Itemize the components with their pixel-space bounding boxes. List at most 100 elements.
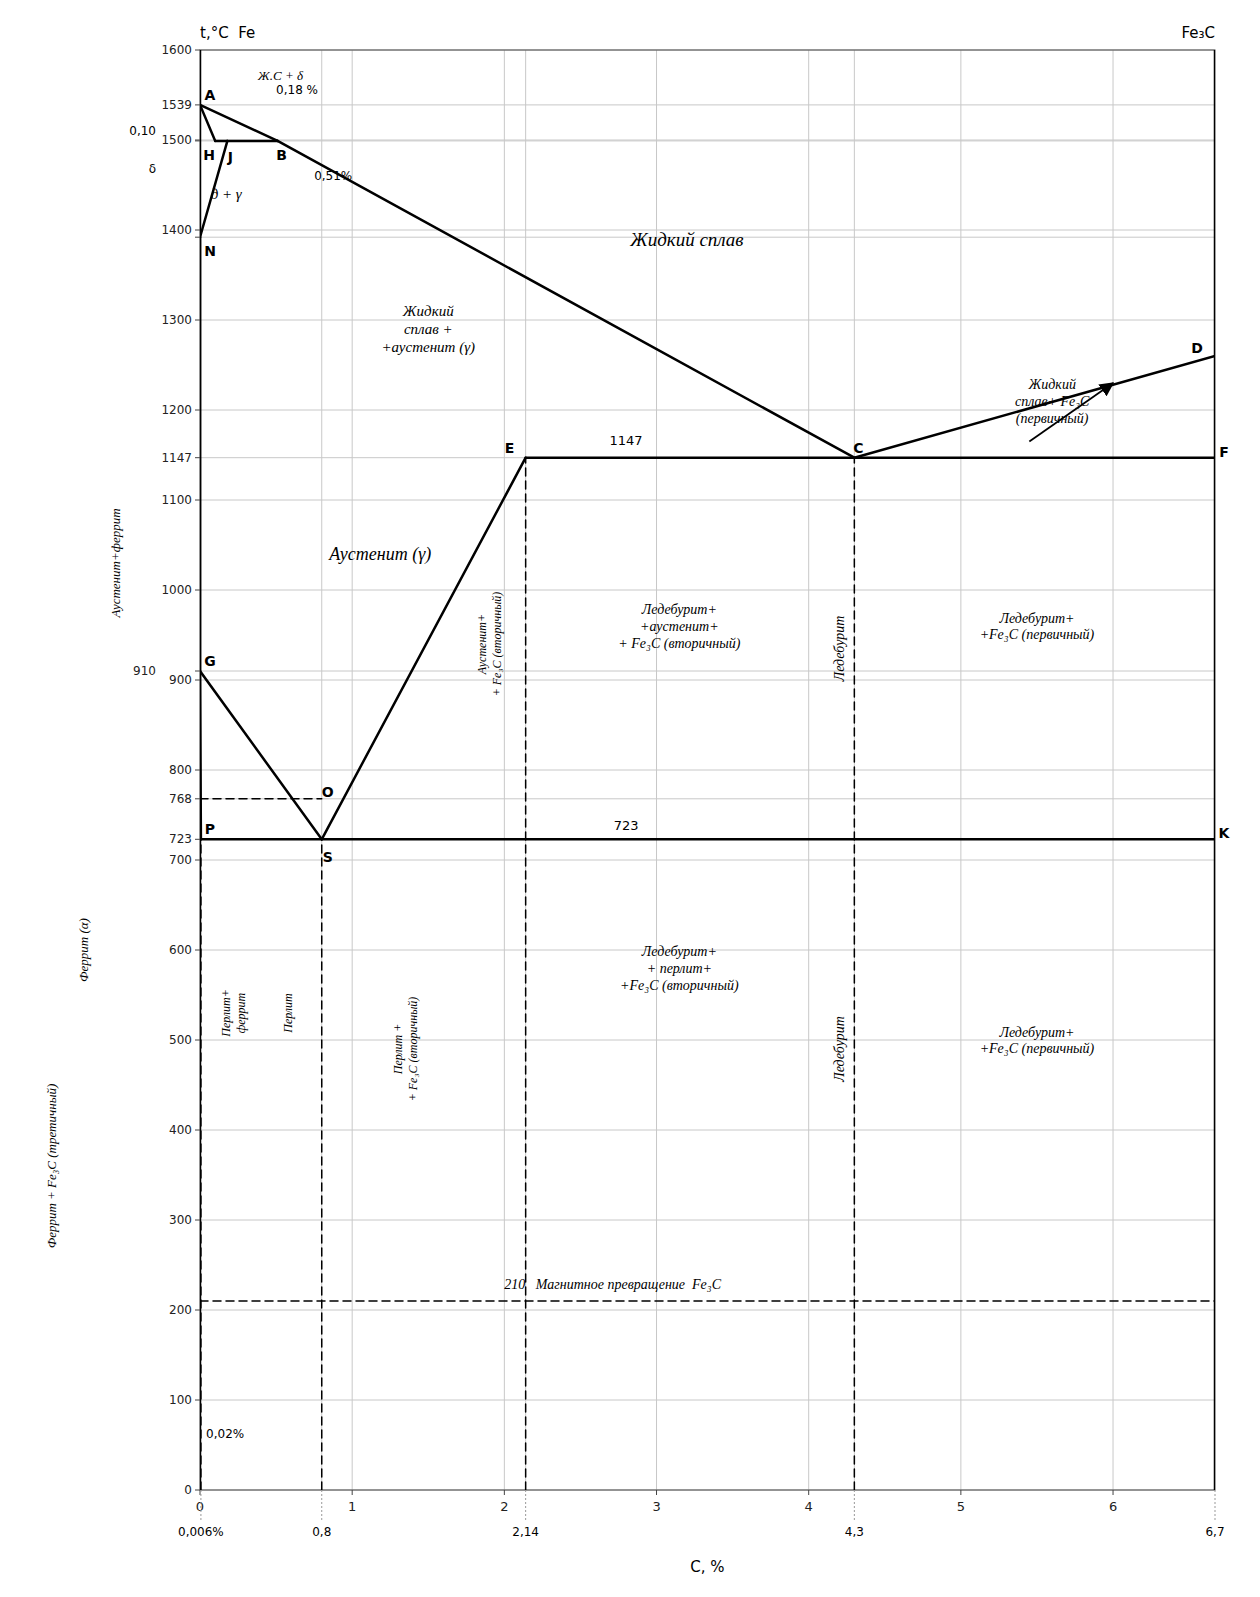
area-label: Ледебурит++Fe₃C (первичный) [980,611,1095,644]
area-label: 210 Магнитное превращение Fe₃C [504,1277,721,1292]
y-tick-label: 723 [169,832,192,846]
grid-line-x [525,50,526,1490]
text-line: Ледебурит+ [641,602,717,617]
boundary-line [322,458,526,840]
y-tick [195,1490,200,1491]
point-label: C [853,440,863,456]
point-label: G [204,653,216,669]
y-tick-label: 800 [169,763,192,777]
text-line: 210 Магнитное превращение Fe₃C [504,1277,721,1292]
area-label: 723 [614,818,639,833]
grid-line-y [200,839,1215,840]
area-label: 0,51% [314,169,352,183]
x-tick-label: 4 [805,1499,813,1514]
area-label: Ледебурит [832,1016,847,1083]
x-value-tick [1215,1490,1216,1522]
area-label: 0,18 % [276,83,318,97]
area-label: Аустенит++ Fe₃C (вторичный) [475,592,503,697]
y-tick [195,770,200,771]
y-tick [195,1130,200,1131]
x-tick-label: 0 [196,1499,204,1514]
y-tick [195,680,200,681]
x-value-label: 6,7 [1205,1525,1224,1539]
boundary-line [215,140,277,143]
point-label: S [323,849,333,865]
x-tick [352,1490,353,1495]
boundary-line [854,356,1215,458]
x-value-tick [854,1490,855,1522]
area-label: Жидкий сплав [629,229,743,250]
text-line: +аустенит+ [640,619,719,634]
text-line: Ледебурит [832,1016,847,1083]
dashed-line [200,839,202,1490]
area-label: Ж.С + δ [257,68,304,83]
area-label: Жидкийсплав ++аустенит (γ) [381,303,475,356]
area-label: Ледебурит+ +аустенит+ + Fe₃C (вторичный) [618,602,740,652]
axes: 0100200300400500600700723768800900910100… [133,43,1224,1539]
header-label: Fe₃C [1181,24,1215,42]
header-label: t,°C Fe [200,24,255,42]
y-tick-label: 1100 [161,493,192,507]
text-line: Перлит+ [219,989,233,1038]
y-tick-label: 1500 [161,133,192,147]
data-lines [200,50,1215,1490]
grid-line-x [321,50,322,1490]
text-line: δ [149,162,156,176]
point-label: A [205,87,216,103]
text-line: Ледебурит+ [998,611,1074,626]
area-label: 1147 [610,433,643,448]
area-label: Перлит ++ Fe₃C (вторичный) [391,997,419,1102]
y-tick-label: 1300 [161,313,192,327]
area-label: Жидкийсплав+ Fe₃C(первичный) [1015,377,1090,427]
x-value-label: 0,006% [178,1525,224,1539]
text-line: 0,02% [206,1427,244,1441]
text-line: 0,10 [129,124,156,138]
y-tick [195,860,200,861]
text-line: д + γ [211,186,243,202]
dashed-line [525,458,527,1490]
text-line: + Fe₃C (вторичный) [406,997,420,1102]
boundary-line [200,671,322,839]
margin-label: Феррит (α) [76,918,91,982]
y-tick [195,1040,200,1041]
text-line: Феррит (α) [76,918,91,982]
text-line: +Fe₃C (вторичный) [620,978,739,994]
point-labels: ABHJNGECFDPSKO [203,87,1230,865]
text-line: +Fe₃C (первичный) [980,1041,1095,1057]
dashed-line [200,798,322,800]
y-tick-label: 1147 [161,451,192,465]
y-tick [195,50,200,51]
y-tick [195,104,200,105]
x-tick [200,1490,201,1495]
boundary-line [200,105,215,141]
boundary-line [200,105,278,141]
y-tick-label: 0 [184,1483,192,1497]
point-label: K [1219,825,1231,841]
y-tick-label: 1000 [161,583,192,597]
dashed-line [200,1300,1215,1302]
plot-frame [200,50,1215,1490]
y-tick [195,798,200,799]
y-tick [195,457,200,458]
x-tick-label: 3 [652,1499,660,1514]
x-tick [656,1490,657,1495]
text-line: феррит [234,992,248,1033]
text-line: + Fe₃C (вторичный) [618,636,740,652]
text-line: +аустенит (γ) [381,339,475,356]
text-line: Жидкий сплав [629,229,743,250]
text-line: сплав + [404,321,453,337]
y-tick [195,1220,200,1221]
y-tick-label: 200 [169,1303,192,1317]
area-label: Перлит [281,993,295,1034]
y-tick [195,320,200,321]
text-line: 1147 [610,433,643,448]
chart: 0100200300400500600700723768800900910100… [0,0,1260,1597]
text-line: Аустенит (γ) [328,544,431,565]
text-line: Аустенит+ [475,614,489,675]
area-label: д + γ [211,186,243,202]
x-tick-label: 1 [348,1499,356,1514]
x-tick-label: 6 [1109,1499,1117,1514]
point-label: P [205,821,215,837]
y-tick-label: 1200 [161,403,192,417]
point-label: O [322,784,334,800]
